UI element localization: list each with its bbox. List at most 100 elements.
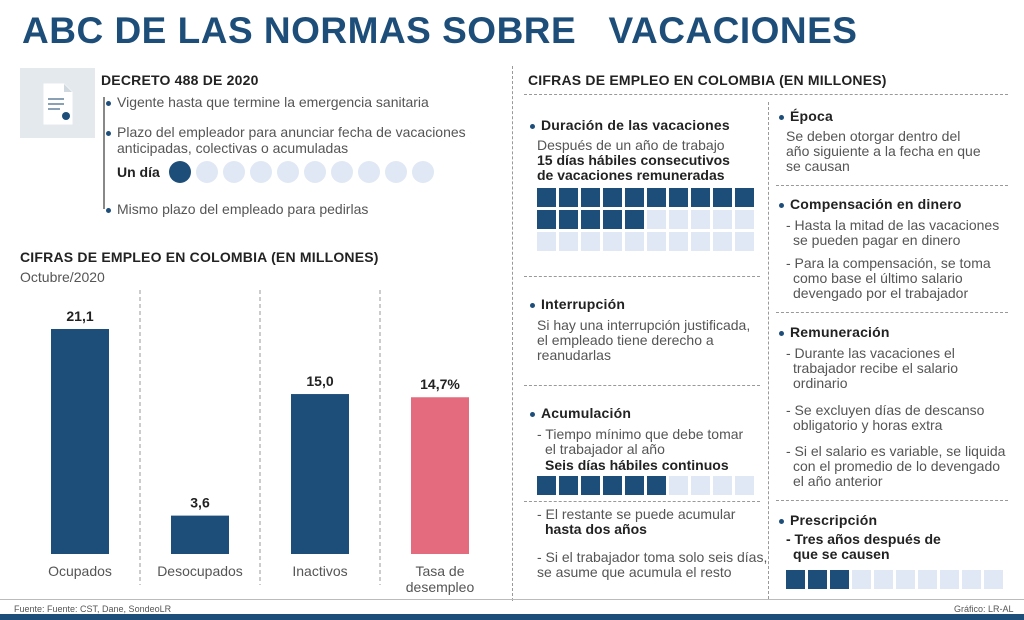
day-square xyxy=(647,210,666,229)
day-square xyxy=(625,210,644,229)
remuneracion-line-5: obligatorio y horas extra xyxy=(793,417,943,433)
acumulacion-line-2: el trabajador al año xyxy=(545,441,665,457)
days-circles xyxy=(169,161,439,183)
day-circle xyxy=(250,161,272,183)
prescripcion-line-2: que se causen xyxy=(793,546,890,562)
bar-value-label: 14,7% xyxy=(420,376,460,392)
chart-title: CIFRAS DE EMPLEO EN COLOMBIA (EN MILLONE… xyxy=(20,249,379,265)
day-circle xyxy=(277,161,299,183)
divider xyxy=(524,276,760,277)
decreto-item-1: Vigente hasta que termine la emergencia … xyxy=(106,94,429,110)
day-circle xyxy=(331,161,353,183)
day-square xyxy=(537,210,556,229)
day-square xyxy=(786,570,805,589)
category-label: desempleo xyxy=(406,579,475,595)
right-inner-divider xyxy=(768,102,769,599)
epoca-line-2: año siguiente a la fecha en que xyxy=(786,143,981,159)
compensacion-line-5: devengado por el trabajador xyxy=(793,285,969,301)
bar-value-label: 15,0 xyxy=(306,373,333,389)
day-square xyxy=(735,476,754,495)
bar-0 xyxy=(51,329,109,554)
day-square xyxy=(830,570,849,589)
decreto-item-2: Plazo del empleador para anunciar fecha … xyxy=(106,124,466,140)
un-dia-label: Un día xyxy=(117,164,160,180)
day-circle xyxy=(412,161,434,183)
day-square xyxy=(713,210,732,229)
acumulacion-line-6: - Si el trabajador toma solo seis días, xyxy=(537,549,768,565)
day-square xyxy=(874,570,893,589)
day-square xyxy=(581,476,600,495)
acumulacion-line-4: - El restante se puede acumular xyxy=(537,506,736,522)
day-square xyxy=(603,188,622,207)
day-square xyxy=(559,232,578,251)
day-square xyxy=(625,188,644,207)
acumulacion-days-grid xyxy=(537,476,754,495)
day-square xyxy=(559,210,578,229)
bar-value-label: 21,1 xyxy=(66,308,93,324)
page-title: ABC DE LAS NORMAS SOBRE VACACIONES xyxy=(22,10,858,51)
acumulacion-title: Acumulación xyxy=(530,405,631,421)
day-square xyxy=(647,476,666,495)
day-square xyxy=(603,232,622,251)
acumulacion-line-3: Seis días hábiles continuos xyxy=(545,457,729,473)
category-label: Inactivos xyxy=(292,563,347,579)
remuneracion-line-7: con el promedio de lo devengado xyxy=(793,458,1001,474)
right-header: CIFRAS DE EMPLEO EN COLOMBIA (EN MILLONE… xyxy=(528,72,887,88)
center-divider xyxy=(512,66,513,601)
category-label: Desocupados xyxy=(157,563,243,579)
day-square xyxy=(537,188,556,207)
day-square xyxy=(581,210,600,229)
day-circle xyxy=(304,161,326,183)
divider xyxy=(776,185,1008,186)
remuneracion-line-4: - Se excluyen días de descanso xyxy=(786,402,985,418)
day-circle xyxy=(358,161,380,183)
decreto-header: DECRETO 488 DE 2020 xyxy=(101,72,259,88)
interrupcion-line-3: reanudarlas xyxy=(537,347,611,363)
interrupcion-title: Interrupción xyxy=(530,296,625,312)
day-square xyxy=(559,188,578,207)
day-square xyxy=(962,570,981,589)
day-square xyxy=(669,476,688,495)
category-label: Ocupados xyxy=(48,563,112,579)
day-square xyxy=(603,476,622,495)
day-square xyxy=(669,232,688,251)
bottom-bar xyxy=(0,614,1024,620)
decreto-timeline xyxy=(103,97,105,209)
remuneracion-line-1: - Durante las vacaciones el xyxy=(786,345,955,361)
day-square xyxy=(669,188,688,207)
epoca-title: Época xyxy=(779,108,833,124)
compensacion-line-4: como base el último salario xyxy=(793,270,963,286)
day-square xyxy=(713,232,732,251)
remuneracion-line-8: el año anterior xyxy=(793,473,883,489)
day-circle xyxy=(385,161,407,183)
prescripcion-years-grid xyxy=(786,570,1003,589)
duracion-title: Duración de las vacaciones xyxy=(530,117,730,133)
day-square xyxy=(896,570,915,589)
compensacion-line-1: - Hasta la mitad de las vacaciones xyxy=(786,217,1000,233)
compensacion-title: Compensación en dinero xyxy=(779,196,962,212)
document-icon xyxy=(20,68,95,138)
day-square xyxy=(581,232,600,251)
day-square xyxy=(918,570,937,589)
category-label: Tasa de xyxy=(415,563,464,579)
day-square xyxy=(984,570,1003,589)
duracion-line-2: 15 días hábiles consecutivos xyxy=(537,152,730,168)
day-square xyxy=(537,232,556,251)
duracion-line-3: de vacaciones remuneradas xyxy=(537,167,725,183)
divider xyxy=(524,385,760,386)
divider xyxy=(776,312,1008,313)
acumulacion-line-1: - Tiempo mínimo que debe tomar xyxy=(537,426,744,442)
acumulacion-line-7: se asume que acumula el resto xyxy=(537,564,732,580)
day-square xyxy=(691,188,710,207)
day-square xyxy=(735,232,754,251)
decreto-item-3: Mismo plazo del empleado para pedirlas xyxy=(106,201,368,217)
day-square xyxy=(713,476,732,495)
epoca-line-3: se causan xyxy=(786,158,850,174)
remuneracion-title: Remuneración xyxy=(779,324,890,340)
epoca-line-1: Se deben otorgar dentro del xyxy=(786,128,961,144)
day-square xyxy=(808,570,827,589)
day-circle xyxy=(223,161,245,183)
day-square xyxy=(625,476,644,495)
day-square xyxy=(852,570,871,589)
prescripcion-title: Prescripción xyxy=(779,512,877,528)
